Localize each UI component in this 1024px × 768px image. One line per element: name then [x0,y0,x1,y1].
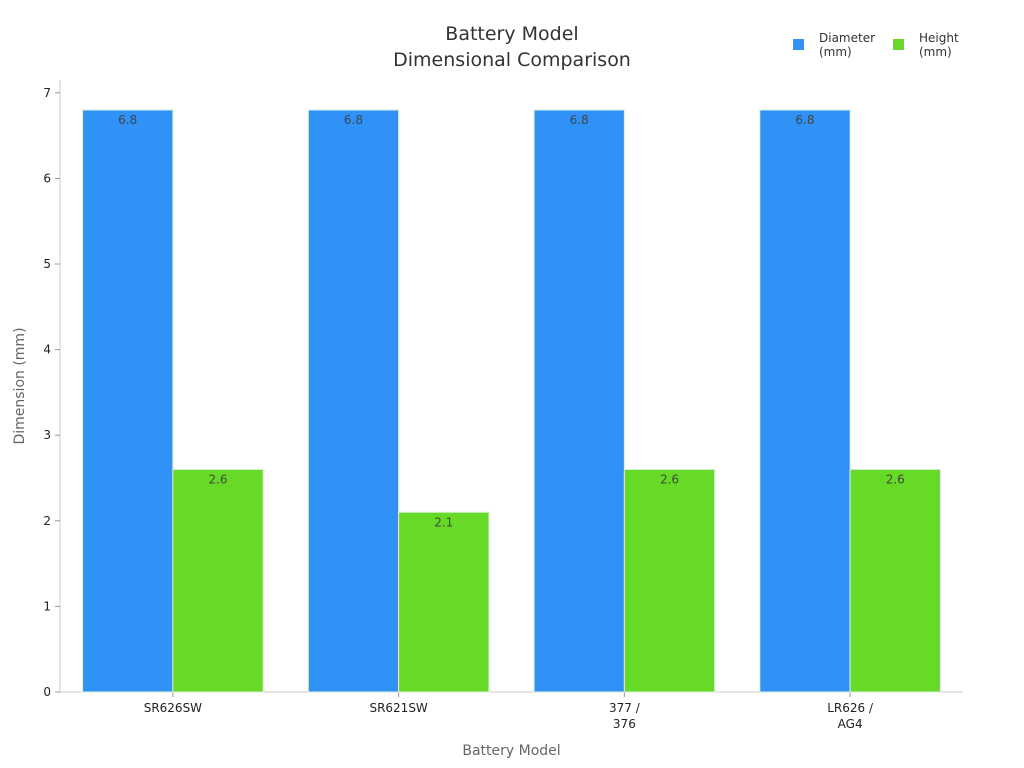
legend-label: Diameter [819,31,875,45]
x-axis-title: Battery Model [462,743,560,759]
legend-swatch [793,39,804,50]
y-tick-label: 0 [43,685,51,699]
y-tick-label: 3 [43,428,51,442]
y-tick-label: 7 [43,86,51,100]
bar-value-label: 2.6 [660,472,679,486]
bar-diameter [759,109,851,693]
y-axis-title: Dimension (mm) [12,327,28,444]
bar-value-label: 6.8 [344,113,363,127]
y-tick-label: 2 [43,514,51,528]
bar-diameter [533,109,625,693]
legend-label: (mm) [919,45,952,59]
x-tick-label: AG4 [838,717,863,731]
legend-swatch [893,39,904,50]
legend: Diameter(mm)Height(mm) [793,31,959,59]
bars [82,109,941,693]
legend-label: (mm) [819,45,852,59]
chart-title: Battery Model Dimensional Comparison [393,23,631,71]
bar-value-label: 6.8 [570,113,589,127]
bar-height [398,511,490,693]
x-tick-label: LR626 / [827,701,874,715]
bar-height [623,468,716,693]
x-tick-label: SR626SW [144,701,202,715]
bar-value-label: 2.6 [886,472,905,486]
bar-value-label: 6.8 [118,113,137,127]
x-tick-label: 377 / [609,701,641,715]
axes: 0 1 2 3 4 5 6 7 Dimension (mm) Battery Model SR626… [12,80,963,759]
bar-height [849,468,941,693]
y-tick-label: 4 [43,343,51,357]
chart-title-line: Dimensional Comparison [393,49,631,71]
x-tick-label: 376 [613,717,636,731]
y-tick-label: 1 [43,599,51,613]
x-tick-label: SR621SW [369,701,427,715]
bar-diameter [307,109,400,693]
data-labels: 6.8 2.6 6.8 2.1 6.8 2.6 6.8 2.6 [118,113,905,529]
bar-value-label: 6.8 [795,113,814,127]
bar-diameter [82,109,174,693]
bar-value-label: 2.6 [208,472,227,486]
y-tick-label: 6 [43,171,51,185]
bar-value-label: 2.1 [434,515,453,529]
chart-title-line: Battery Model [445,23,578,45]
y-tick-label: 5 [43,257,51,271]
bar-height [172,468,264,693]
legend-label: Height [919,31,959,45]
